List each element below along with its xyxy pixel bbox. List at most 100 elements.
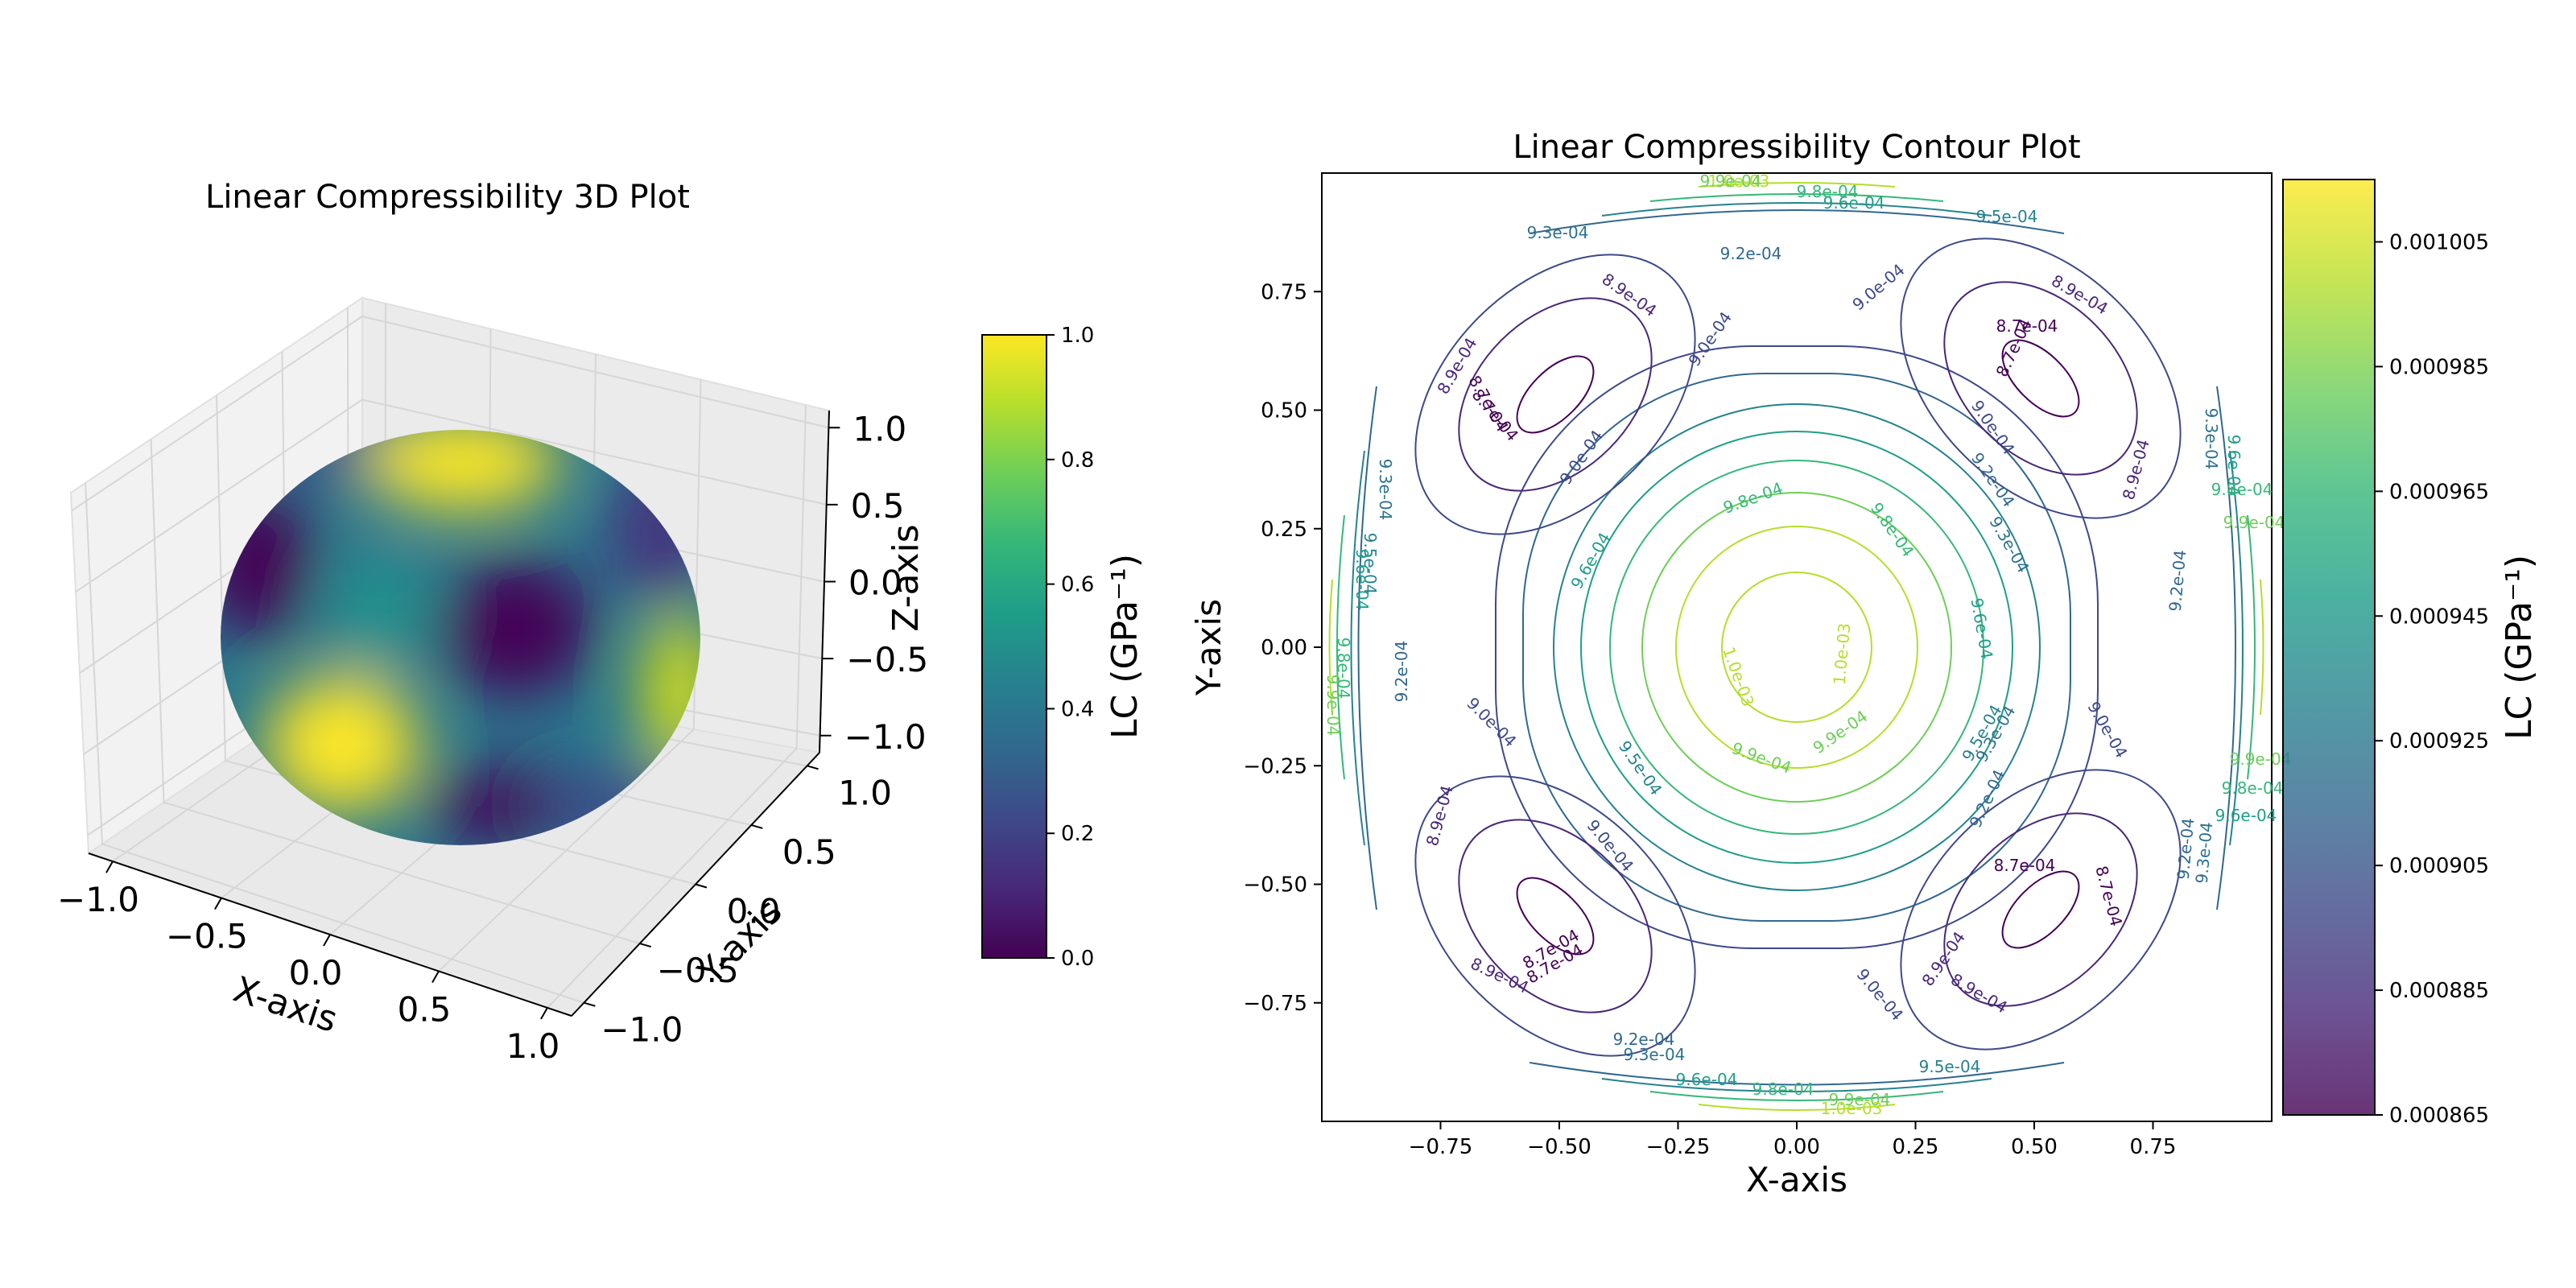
tick-mark	[431, 970, 440, 983]
tick-label: −0.5	[657, 951, 739, 990]
tick-label: 0.5	[398, 989, 452, 1029]
lobe-bottom-right	[1900, 769, 2182, 1051]
contour-label: 9.9e-04	[1323, 675, 1343, 737]
tick-label: 0.75	[1261, 280, 1307, 304]
tick-mark	[105, 861, 114, 873]
tick-label: −0.5	[166, 917, 248, 956]
plot3d: Linear Compressibility 3D Plot	[57, 179, 1146, 1066]
contour-line	[2229, 450, 2244, 846]
tick-label: 1.0	[838, 773, 892, 812]
tick-label: −1.0	[844, 717, 927, 757]
tick-label: −0.75	[1409, 1135, 1473, 1159]
contour-label: 9.3e-04	[2202, 408, 2221, 470]
x-ticks-3d: −1.0 −0.5 0.0 0.5 1.0	[57, 861, 559, 1066]
tick-label: 1.0	[506, 1026, 560, 1066]
contour-y-ticks: −0.75 −0.50 −0.25 0.00 0.25 0.50 0.75	[1243, 280, 1322, 1016]
contour-line	[1522, 373, 2071, 922]
surface-mid-region	[322, 555, 435, 668]
contour-line	[2216, 386, 2236, 910]
tick-label: 0.50	[1261, 399, 1307, 423]
contour-title: Linear Compressibility Contour Plot	[1513, 129, 2080, 166]
tick-label: 0.000885	[2389, 979, 2489, 1003]
contour-line	[1495, 345, 2099, 949]
tick-mark	[639, 943, 651, 948]
tick-label: 0.0	[1061, 947, 1094, 971]
tick-label: 0.000865	[2389, 1104, 2489, 1128]
contour-plot-area	[1321, 172, 2273, 1122]
tick-label: −0.50	[1527, 1135, 1591, 1159]
contour-line	[1649, 1091, 1944, 1101]
contour-line	[1529, 1062, 2065, 1086]
tick-label: −0.25	[1243, 754, 1307, 778]
colorbar-contour-label: LC (GPa⁻¹)	[2499, 555, 2540, 740]
contour-line	[1698, 182, 1896, 188]
contour-line	[1601, 1078, 1992, 1092]
contour-label: 9.6e-04	[1676, 1070, 1738, 1089]
contour-label: 9.3e-04	[1527, 223, 1589, 242]
tick-label: 0.000905	[2389, 854, 2489, 878]
grid-line	[71, 315, 829, 512]
tick-label: 0.00	[1261, 636, 1307, 660]
contour-line	[1336, 514, 1345, 780]
colorbar-contour-ticks: 0.001005 0.000985 0.000965 0.000945 0.000925…	[2375, 230, 2489, 1128]
colorbar-3d	[981, 334, 1047, 959]
colorbar-3d-label: LC (GPa⁻¹)	[1104, 554, 1146, 739]
tick-label: −1.0	[57, 880, 139, 919]
tick-label: 0.000985	[2389, 355, 2489, 379]
tick-label: 0.000965	[2389, 480, 2489, 504]
contour-label: 9.9e-04	[2230, 749, 2292, 769]
tick-label: −0.25	[1646, 1135, 1711, 1159]
contour-label: 1.0e-03	[1708, 171, 1770, 191]
contour-line	[1529, 209, 2065, 234]
contour-line	[1350, 450, 1365, 846]
tick-mark	[540, 1007, 548, 1020]
tick-label: −0.5	[846, 640, 928, 679]
tick-label: 0.001005	[2389, 230, 2489, 254]
contour-label: 1.0e-03	[1821, 1099, 1883, 1118]
contour-label: 9.5e-04	[1976, 207, 2038, 226]
contour-label: 9.8e-04	[2222, 778, 2284, 798]
grid-line	[75, 398, 827, 593]
tick-label: 0.25	[1261, 518, 1307, 542]
grid-line	[150, 439, 640, 945]
lobe-top-left	[1414, 254, 1696, 535]
contour-lines	[1328, 182, 2264, 1111]
contour-label: 9.6e-04	[1352, 549, 1372, 611]
colorbar-3d-ticks: 0.0 0.2 0.4 0.6 0.8 1.0	[1046, 324, 1094, 971]
tick-label: 1.0	[852, 409, 906, 448]
contour-line	[1580, 431, 2013, 864]
tick-label: −0.75	[1243, 992, 1307, 1016]
tick-mark	[214, 898, 222, 910]
contour-label: 9.2e-04	[1392, 641, 1411, 703]
contour-label: 9.8e-04	[1334, 638, 1353, 700]
contour-line	[1675, 526, 1918, 769]
surface-low-region	[439, 559, 592, 696]
contour-label: 9.5e-04	[1919, 1057, 1981, 1076]
lobe-top-right	[1900, 237, 2182, 519]
tick-label: 0.0	[727, 892, 781, 931]
tick-label: 0.000945	[2389, 605, 2489, 629]
tick-label: −0.50	[1243, 873, 1307, 898]
tick-mark	[695, 883, 708, 889]
contour-label: 9.8e-04	[1752, 1080, 1814, 1099]
tick-label: 0.5	[851, 486, 905, 526]
contour-line	[1698, 1104, 1896, 1111]
contour-line	[1641, 492, 1952, 803]
contour-y-axis-label: Y-axis	[1189, 599, 1228, 696]
contour-line	[1601, 202, 1992, 217]
grid-line	[85, 482, 584, 1004]
contour-label: 9.3e-04	[1624, 1045, 1686, 1064]
tick-label: 0.50	[2011, 1135, 2058, 1159]
contour-label: 9.5e-04	[1360, 533, 1380, 595]
contour-line	[1328, 579, 1333, 716]
contour-label: 9.8e-04	[2211, 480, 2273, 499]
z-ticks-3d: −1.0 −0.5 0.0 0.5 1.0	[819, 409, 928, 757]
plot3d-title: Linear Compressibility 3D Plot	[205, 179, 690, 216]
tick-label: 0.0	[848, 564, 902, 603]
tick-label: 0.25	[1893, 1135, 1939, 1159]
tick-label: 0.2	[1061, 822, 1094, 846]
tick-label: 0.4	[1061, 697, 1094, 721]
surface-high-region	[266, 676, 419, 813]
contour-label: 9.9e-04	[2223, 513, 2285, 532]
